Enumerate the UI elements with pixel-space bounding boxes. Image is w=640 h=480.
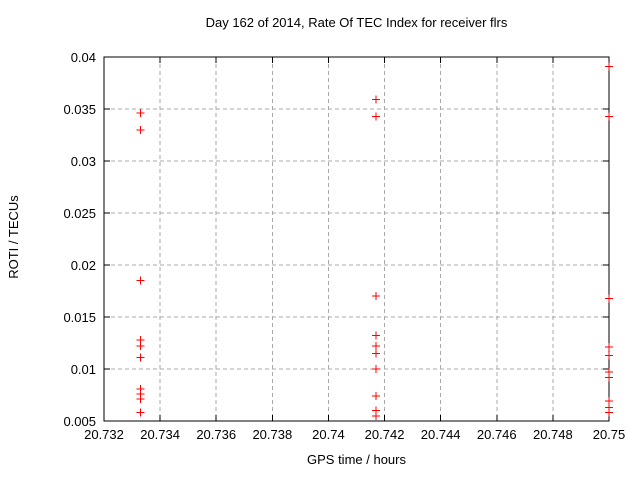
- x-tick-label: 20.732: [84, 427, 124, 442]
- chart-title: Day 162 of 2014, Rate Of TEC Index for r…: [205, 15, 508, 30]
- x-axis-label: GPS time / hours: [307, 452, 406, 467]
- y-tick-label: 0.025: [63, 206, 96, 221]
- y-tick-label: 0.03: [70, 154, 96, 169]
- x-tick-label: 20.734: [140, 427, 180, 442]
- y-tick-label: 0.04: [70, 50, 96, 65]
- x-tick-label: 20.746: [476, 427, 517, 442]
- y-tick-label: 0.015: [63, 310, 96, 325]
- x-tick-label: 20.736: [196, 427, 237, 442]
- y-tick-label: 0.035: [63, 102, 96, 117]
- y-tick-label: 0.02: [70, 258, 96, 273]
- x-tick-label: 20.75: [592, 427, 626, 442]
- plot-border: [103, 56, 610, 422]
- x-tick-label: 20.742: [364, 427, 405, 442]
- x-tick-label: 20.748: [532, 427, 573, 442]
- x-tick-label: 20.74: [312, 427, 345, 442]
- y-tick-label: 0.005: [63, 414, 96, 429]
- x-tick-label: 20.744: [420, 427, 461, 442]
- y-tick-label: 0.01: [70, 362, 96, 377]
- x-tick-label: 20.738: [252, 427, 293, 442]
